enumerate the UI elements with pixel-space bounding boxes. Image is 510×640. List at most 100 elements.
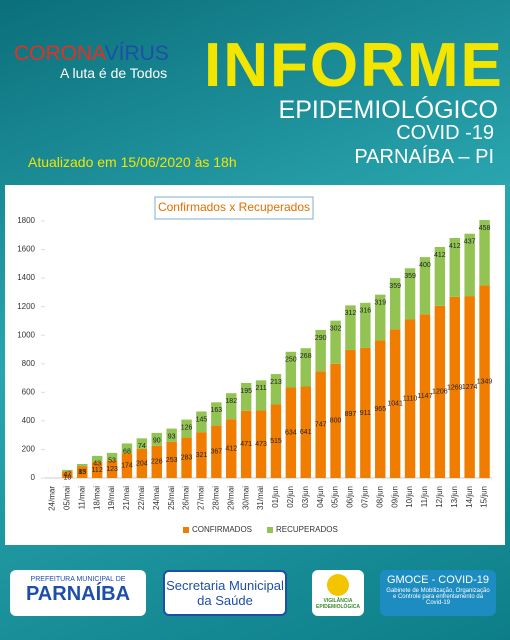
x-tick-label: 29/mai (226, 486, 235, 510)
pref-small: PREFEITURA MUNICIPAL DE (30, 576, 126, 583)
x-tick-label: 05/mai (62, 486, 71, 510)
bar-segment (151, 432, 162, 446)
brand-a: CORONA (14, 42, 105, 65)
bar-segment (404, 319, 416, 478)
value-label: 1206 (432, 389, 448, 396)
bar-segment (136, 448, 148, 478)
value-label: 182 (225, 398, 237, 405)
value-label: 126 (181, 424, 193, 431)
bar-segment (330, 320, 341, 364)
value-label: 471 (240, 441, 252, 448)
bar-segment (285, 387, 297, 478)
bar-segment (285, 351, 297, 388)
x-tick-label: 30/mai (241, 486, 250, 510)
value-label: 400 (419, 262, 431, 269)
value-label: 515 (270, 438, 282, 445)
value-label: 911 (360, 410, 371, 417)
bar-segment (226, 393, 237, 420)
bar-segment (77, 464, 88, 467)
x-tick-label: 11/mai (77, 486, 86, 510)
value-label: 316 (360, 308, 372, 315)
bar-segment (479, 220, 490, 286)
value-label: 47 (63, 471, 71, 478)
value-label: 250 (285, 357, 297, 364)
bar-segment (91, 462, 103, 478)
x-tick-label: 15/jun (480, 486, 489, 508)
bar-segment (240, 382, 252, 411)
y-tick-label: 1800 (17, 216, 35, 225)
x-tick-label: 28/mai (211, 486, 220, 510)
value-label: 123 (106, 466, 118, 473)
x-tick-label: 11/jun (420, 486, 429, 507)
bar-segment (389, 329, 401, 478)
bar-segment (226, 419, 237, 478)
legend-swatch (267, 527, 273, 533)
value-label: 290 (315, 335, 327, 342)
bar-segment (211, 402, 222, 426)
bar-segment (300, 348, 311, 387)
bar-segment (196, 432, 207, 478)
bar-segment (315, 371, 326, 478)
slogan: A luta é de Todos (60, 65, 168, 81)
x-tick-label: 22/mai (137, 486, 146, 510)
chart: Confirmados x Recuperados 0 200 400 600 800 1… (5, 185, 505, 545)
value-label: 10 (63, 475, 71, 482)
value-label: 53 (108, 458, 116, 465)
value-label: 174 (121, 462, 133, 469)
y-tick-label: 200 (22, 445, 36, 454)
value-label: 145 (196, 416, 208, 423)
bar-segment (434, 305, 446, 478)
x-tick-label: 14/jun (465, 486, 474, 508)
value-label: 253 (166, 457, 178, 464)
x-tick-label: 24/mai (152, 486, 161, 510)
bar-segment (91, 455, 103, 463)
bar-segment (121, 453, 133, 478)
value-label: 747 (315, 422, 327, 429)
value-label: 268 (300, 353, 312, 360)
x-tick-label: 24/mar (48, 486, 57, 511)
value-label: 15 (78, 469, 86, 476)
x-tick-label: 09/jun (390, 486, 399, 508)
bar-segment (255, 410, 267, 478)
bar-segment (345, 305, 356, 350)
value-label: 1041 (387, 401, 403, 408)
value-label: 412 (225, 445, 237, 452)
x-tick-label: 02/jun (286, 486, 295, 508)
y-tick-label: 1200 (17, 302, 35, 311)
y-tick-label: 1600 (17, 245, 35, 254)
value-label: 458 (479, 225, 491, 232)
brand-b: VÍRUS (104, 42, 169, 65)
vig-box: VIGILÂNCIA EPIDEMIOLÓGICA (312, 570, 364, 616)
gmoce-title: GMOCE - COVID-19 (386, 574, 490, 586)
vigilancia: VIGILÂNCIA EPIDEMIOLÓGICA (316, 598, 360, 610)
bar-segment (255, 380, 267, 411)
value-label: 211 (255, 385, 266, 392)
value-label: 319 (374, 300, 386, 307)
value-label: 83 (78, 469, 86, 476)
y-tick-label: 1000 (17, 330, 35, 339)
value-label: 641 (300, 429, 312, 436)
bar-segment (375, 340, 386, 478)
x-tick-label: 21/mai (122, 486, 131, 510)
gmoce-box: GMOCE - COVID-19 Gabinete de Mobilização… (380, 570, 496, 616)
legend-label: CONFIRMADOS (192, 525, 252, 534)
bar-segment (136, 438, 148, 449)
bar-segment (360, 347, 371, 478)
x-tick-label: 26/mai (182, 486, 191, 510)
legend-swatch (183, 527, 189, 533)
value-label: 112 (92, 467, 103, 474)
value-label: 74 (138, 443, 146, 450)
legend-label: RECUPERADOS (276, 525, 338, 534)
bar-segment (330, 363, 341, 478)
bar-segment (151, 445, 162, 478)
x-tick-label: 12/jun (435, 486, 444, 508)
bar-segment (166, 441, 177, 478)
y-tick-label: 1400 (17, 273, 35, 282)
x-tick-label: 07/jun (360, 486, 369, 508)
value-label: 634 (285, 430, 297, 437)
bar-segment (449, 296, 460, 478)
bar-segment (211, 425, 222, 478)
disease: COVID -19 (396, 122, 494, 144)
place: PARNAÍBA – PI (354, 146, 494, 168)
